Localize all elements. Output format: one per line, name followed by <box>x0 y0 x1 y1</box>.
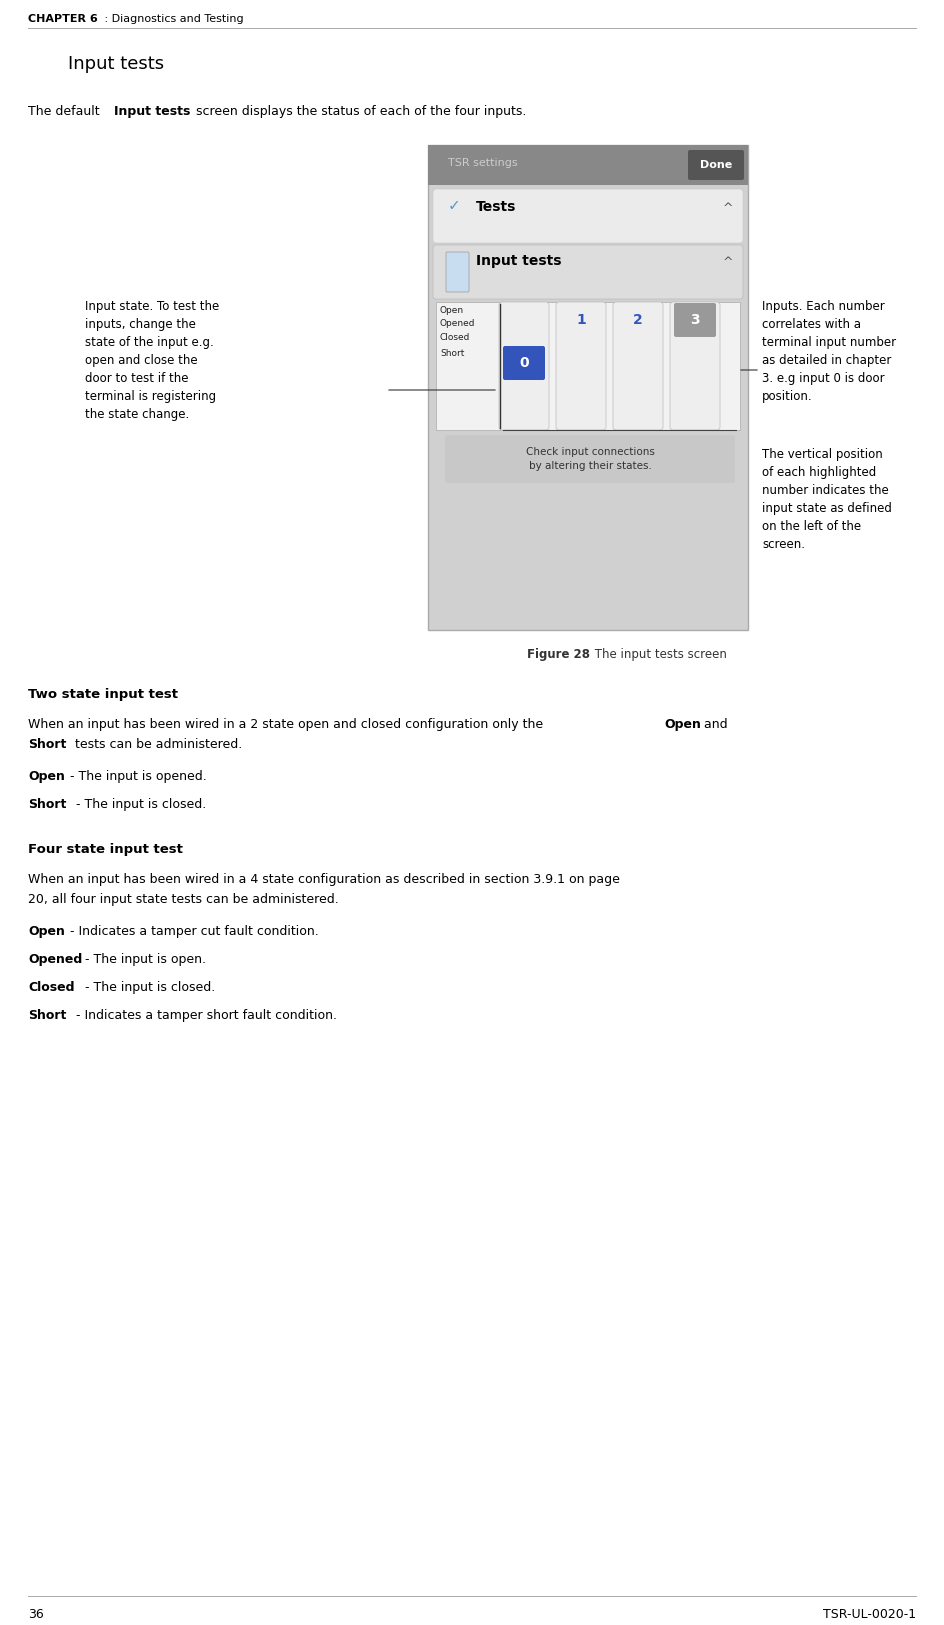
Text: ✓: ✓ <box>448 198 461 213</box>
Text: - Indicates a tamper cut fault condition.: - Indicates a tamper cut fault condition… <box>66 925 319 938</box>
Text: 2: 2 <box>633 314 643 327</box>
Text: Closed: Closed <box>28 982 75 994</box>
Text: The default: The default <box>28 106 104 119</box>
Text: - The input is opened.: - The input is opened. <box>66 770 207 783</box>
FancyBboxPatch shape <box>670 302 720 431</box>
FancyBboxPatch shape <box>499 302 549 431</box>
Text: Open: Open <box>28 770 65 783</box>
FancyBboxPatch shape <box>503 346 545 380</box>
Text: Short: Short <box>28 798 66 811</box>
FancyBboxPatch shape <box>446 252 469 292</box>
Text: Check input connections
by altering their states.: Check input connections by altering thei… <box>526 447 654 471</box>
Text: 36: 36 <box>28 1609 43 1622</box>
Text: When an input has been wired in a 2 state open and closed configuration only the: When an input has been wired in a 2 stat… <box>28 718 548 731</box>
Text: Closed: Closed <box>440 333 470 341</box>
FancyBboxPatch shape <box>428 145 748 630</box>
Text: - Indicates a tamper short fault condition.: - Indicates a tamper short fault conditi… <box>72 1009 337 1022</box>
Text: Short: Short <box>440 348 464 358</box>
Text: tests can be administered.: tests can be administered. <box>71 738 243 751</box>
Text: 20, all four input state tests can be administered.: 20, all four input state tests can be ad… <box>28 894 339 907</box>
Text: - The input is closed.: - The input is closed. <box>81 982 215 994</box>
FancyBboxPatch shape <box>433 245 743 299</box>
Text: Open: Open <box>664 718 700 731</box>
Text: Figure 28: Figure 28 <box>527 648 590 661</box>
Text: TSR-UL-0020-1: TSR-UL-0020-1 <box>823 1609 916 1622</box>
Text: - The input is open.: - The input is open. <box>81 952 206 965</box>
Text: Inputs. Each number
correlates with a
terminal input number
as detailed in chapt: Inputs. Each number correlates with a te… <box>762 301 896 403</box>
FancyBboxPatch shape <box>674 302 716 336</box>
Text: Open: Open <box>28 925 65 938</box>
Text: 3: 3 <box>690 314 700 327</box>
Text: Tests: Tests <box>476 200 516 214</box>
Text: : Diagnostics and Testing: : Diagnostics and Testing <box>101 15 244 24</box>
Text: The input tests screen: The input tests screen <box>591 648 727 661</box>
Text: When an input has been wired in a 4 state configuration as described in section : When an input has been wired in a 4 stat… <box>28 873 620 886</box>
Bar <box>428 145 748 185</box>
Text: Input state. To test the
inputs, change the
state of the input e.g.
open and clo: Input state. To test the inputs, change … <box>85 301 219 421</box>
Text: Opened: Opened <box>440 318 476 328</box>
FancyBboxPatch shape <box>688 150 744 180</box>
Text: ^: ^ <box>723 202 733 214</box>
Text: - The input is closed.: - The input is closed. <box>72 798 206 811</box>
Text: Short: Short <box>28 738 66 751</box>
Text: Four state input test: Four state input test <box>28 843 183 856</box>
Text: Short: Short <box>28 1009 66 1022</box>
Text: The vertical position
of each highlighted
number indicates the
input state as de: The vertical position of each highlighte… <box>762 449 892 551</box>
Text: Open: Open <box>440 306 464 315</box>
Text: and: and <box>700 718 728 731</box>
Text: Opened: Opened <box>28 952 82 965</box>
Text: CHAPTER 6: CHAPTER 6 <box>28 15 98 24</box>
Text: 1: 1 <box>576 314 586 327</box>
FancyBboxPatch shape <box>556 302 606 431</box>
Text: screen displays the status of each of the four inputs.: screen displays the status of each of th… <box>192 106 526 119</box>
FancyBboxPatch shape <box>445 436 735 483</box>
FancyBboxPatch shape <box>613 302 663 431</box>
Text: Done: Done <box>700 159 733 171</box>
Text: Input tests: Input tests <box>476 254 562 268</box>
Text: 0: 0 <box>519 356 529 370</box>
Text: ^: ^ <box>723 257 733 270</box>
Bar <box>436 302 740 431</box>
Text: Two state input test: Two state input test <box>28 687 178 700</box>
Text: Input tests: Input tests <box>113 106 190 119</box>
Text: TSR settings: TSR settings <box>448 158 517 167</box>
FancyBboxPatch shape <box>433 188 743 244</box>
Text: Input tests: Input tests <box>68 55 164 73</box>
